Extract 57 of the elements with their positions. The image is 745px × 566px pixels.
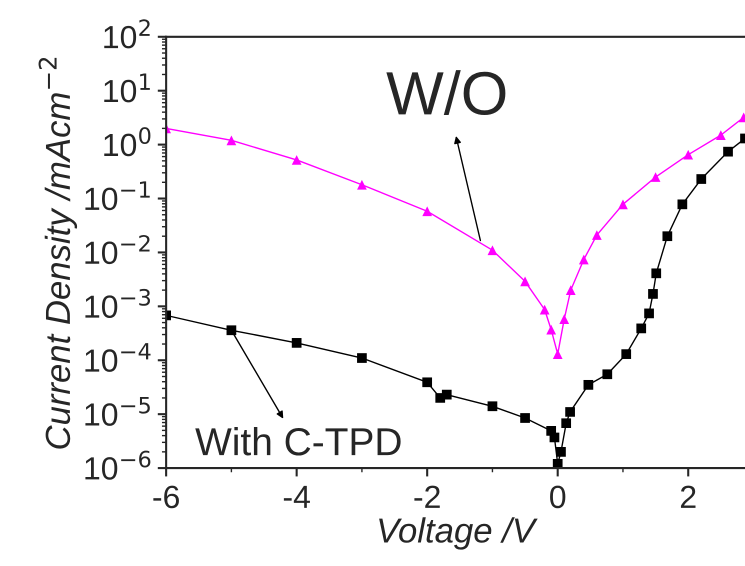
y-axis-title: Current Density /mAcm$^{−2}$ xyxy=(38,58,78,449)
point xyxy=(561,418,572,428)
point xyxy=(566,285,576,295)
point xyxy=(565,407,575,417)
y-tick-label: 10$^{−4}$ xyxy=(85,343,151,372)
y-tick-label: 10$^{−3}$ xyxy=(85,288,150,318)
point xyxy=(488,245,498,256)
point xyxy=(292,338,302,348)
x-tick-label: -4 xyxy=(284,486,310,508)
point xyxy=(422,206,432,216)
point xyxy=(650,172,660,182)
point xyxy=(683,150,694,160)
point xyxy=(540,304,550,314)
annotation: W/O xyxy=(386,70,506,116)
point xyxy=(621,349,632,359)
point xyxy=(592,230,602,240)
point xyxy=(357,353,367,363)
y-tick-label: 10$^{−5}$ xyxy=(85,396,150,426)
y-tick-label: 10$^{−1}$ xyxy=(85,181,150,210)
point xyxy=(636,324,646,334)
point xyxy=(696,174,706,184)
point xyxy=(578,254,589,264)
point xyxy=(602,369,612,380)
point xyxy=(644,308,654,318)
point xyxy=(618,199,628,210)
point xyxy=(716,130,726,140)
x-tick-label: 0 xyxy=(550,486,566,508)
point xyxy=(677,199,688,210)
point xyxy=(520,276,530,286)
point xyxy=(651,268,662,278)
x-tick-label: -6 xyxy=(153,486,179,508)
y-tick-label: 10$^{2}$ xyxy=(104,19,150,48)
point xyxy=(556,446,566,457)
point xyxy=(488,401,498,412)
point xyxy=(292,155,302,165)
annotation: With C-TPD xyxy=(195,426,401,456)
point xyxy=(357,180,367,190)
point xyxy=(422,377,432,388)
point xyxy=(662,231,672,242)
point xyxy=(546,324,556,334)
point xyxy=(723,146,733,157)
x-tick-label: 2 xyxy=(680,486,696,508)
point xyxy=(559,314,570,324)
point xyxy=(584,380,594,390)
y-tick-label: 10$^{−6}$ xyxy=(85,450,150,480)
y-tick-label: 10$^{−2}$ xyxy=(85,234,150,264)
point xyxy=(226,325,236,336)
y-tick-label: 10$^{1}$ xyxy=(104,74,150,102)
point xyxy=(226,135,236,146)
x-axis-title: Voltage /V xyxy=(379,517,538,550)
point xyxy=(520,413,530,423)
point xyxy=(648,289,658,299)
point xyxy=(550,432,560,442)
point xyxy=(552,349,563,359)
y-tick-label: 10$^{0}$ xyxy=(104,127,150,156)
point xyxy=(442,390,452,400)
x-tick-label: -2 xyxy=(414,486,440,508)
